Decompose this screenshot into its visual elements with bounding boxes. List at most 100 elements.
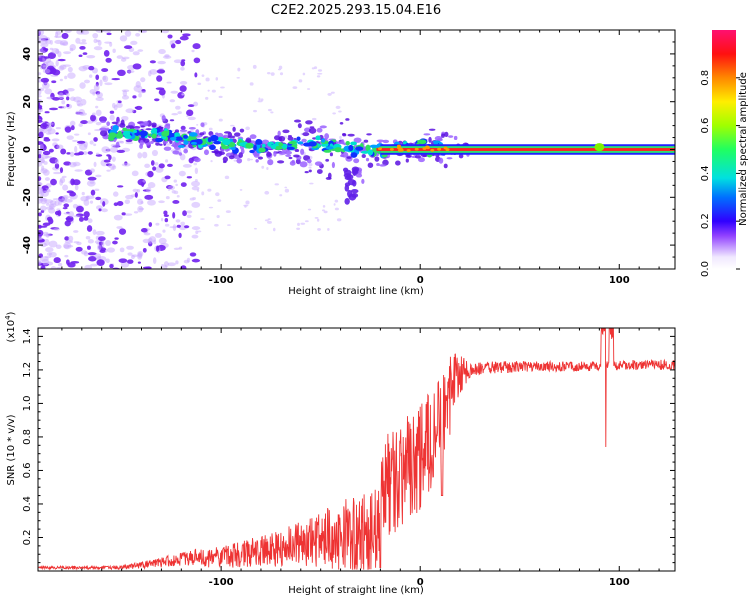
ridge-halo xyxy=(444,131,449,137)
ridge-core xyxy=(151,127,158,133)
noise-blob xyxy=(258,97,261,101)
ridge-core xyxy=(155,137,164,143)
noise-blob xyxy=(79,42,88,45)
noise-blob xyxy=(116,149,126,153)
noise-blob xyxy=(95,196,102,201)
noise-blob xyxy=(279,194,283,197)
noise-blob xyxy=(183,225,190,229)
ridge-halo xyxy=(249,140,256,144)
noise-blob xyxy=(54,163,60,169)
noise-blob xyxy=(158,49,166,55)
noise-blob xyxy=(111,77,121,81)
noise-blob xyxy=(73,133,80,136)
noise-blob xyxy=(253,109,257,113)
noise-blob xyxy=(75,110,80,116)
noise-blob xyxy=(158,88,166,96)
noise-blob xyxy=(201,191,205,196)
ridge-halo xyxy=(443,163,448,169)
ridge-halo xyxy=(341,139,345,145)
noise-blob xyxy=(38,55,42,58)
noise-blob xyxy=(44,111,50,114)
noise-blob xyxy=(46,252,53,256)
noise-blob xyxy=(113,104,118,111)
ridge-halo xyxy=(353,158,360,164)
noise-blob xyxy=(51,80,57,84)
noise-blob xyxy=(87,245,91,250)
ridge-core xyxy=(286,146,295,150)
noise-blob xyxy=(90,189,96,196)
ridge-core xyxy=(334,147,343,153)
colorbar-label: Normalized spectral amplitude xyxy=(738,72,749,226)
noise-blob xyxy=(297,222,300,226)
noise-blob xyxy=(55,244,62,250)
ridge-halo xyxy=(288,156,293,160)
noise-blob xyxy=(317,72,323,75)
noise-blob xyxy=(175,105,181,110)
noise-blob xyxy=(40,77,50,83)
ridge-halo xyxy=(374,156,380,162)
noise-blob xyxy=(96,244,102,251)
noise-blob xyxy=(95,205,103,210)
ridge-halo xyxy=(316,127,323,133)
ridge-halo xyxy=(316,169,323,175)
noise-blob xyxy=(317,69,323,72)
noise-blob xyxy=(266,71,271,75)
carrier-hotspot xyxy=(594,143,605,152)
snr-scale-exp: 4 xyxy=(4,315,12,320)
noise-blob xyxy=(70,178,75,186)
noise-blob xyxy=(171,113,179,116)
noise-blob xyxy=(124,199,131,205)
noise-blob xyxy=(84,264,93,269)
noise-blob xyxy=(197,82,202,86)
ridge-halo xyxy=(367,162,374,168)
noise-blob xyxy=(323,210,328,214)
noise-blob xyxy=(78,123,83,127)
noise-blob xyxy=(164,143,172,146)
noise-blob xyxy=(137,49,144,52)
ridge-halo xyxy=(278,136,282,142)
colorbar-tick-label: 0.6 xyxy=(700,118,711,134)
noise-blob xyxy=(191,180,200,187)
noise-blob xyxy=(80,120,89,125)
ridge-halo xyxy=(223,131,231,134)
noise-blob xyxy=(121,212,126,216)
noise-blob xyxy=(211,89,216,93)
ridge-core xyxy=(350,141,357,146)
ridge-halo xyxy=(382,139,390,144)
noise-blob xyxy=(78,65,88,72)
noise-blob xyxy=(155,222,160,226)
noise-blob xyxy=(59,78,63,82)
noise-blob xyxy=(187,116,196,121)
ridge-halo xyxy=(255,159,259,163)
ridge-core xyxy=(297,141,304,145)
noise-blob xyxy=(93,38,98,44)
ridge-halo xyxy=(339,121,344,125)
noise-blob xyxy=(92,112,96,116)
ridge-halo xyxy=(308,127,317,134)
ridge-core xyxy=(174,136,183,141)
noise-blob xyxy=(103,30,112,33)
ridge-core xyxy=(345,140,350,146)
ridge-halo xyxy=(351,166,360,173)
noise-blob xyxy=(117,69,126,77)
noise-blob xyxy=(82,151,88,155)
carrier-hotspot xyxy=(406,149,411,152)
noise-blob xyxy=(158,200,165,204)
noise-blob xyxy=(142,151,148,159)
ridge-halo xyxy=(249,134,257,140)
noise-blob xyxy=(55,132,59,135)
noise-blob xyxy=(239,188,243,191)
carrier-hotspot xyxy=(414,147,419,151)
noise-blob xyxy=(59,167,64,174)
ridge-core xyxy=(274,145,283,151)
noise-blob xyxy=(249,158,254,161)
noise-blob xyxy=(65,199,73,203)
x-tick-label: 100 xyxy=(609,275,630,286)
noise-blob xyxy=(264,219,269,222)
ridge-halo xyxy=(145,128,152,131)
noise-blob xyxy=(311,67,315,70)
noise-blob xyxy=(62,207,68,210)
ridge-halo xyxy=(161,115,166,122)
noise-blob xyxy=(54,158,59,165)
noise-blob xyxy=(103,49,110,57)
